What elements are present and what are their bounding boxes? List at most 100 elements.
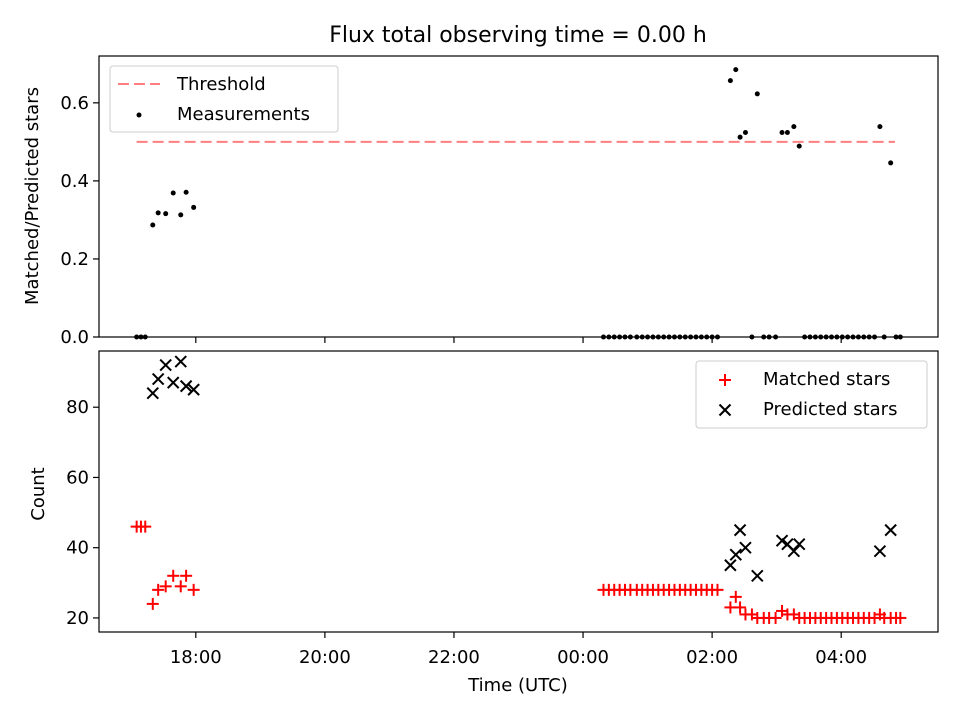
- x-marker-b: [884, 523, 897, 537]
- x-marker-b: [718, 403, 732, 417]
- measurement-point: [733, 67, 739, 73]
- predicted-star-point: [884, 523, 897, 537]
- x-marker-b: [167, 376, 180, 389]
- x-marker-b: [179, 379, 193, 393]
- measurement-point: [791, 124, 797, 130]
- x-marker-b: [787, 545, 801, 558]
- matched-star-point: [167, 569, 180, 582]
- x-tick-label: 20:00: [299, 647, 351, 668]
- y-tick-label: 0.2: [60, 249, 89, 270]
- x-marker-b: [187, 383, 200, 396]
- measurement-point: [779, 129, 785, 135]
- top-legend: Threshold Measurements: [109, 65, 339, 133]
- measurement-point: [727, 78, 733, 84]
- count-points: [130, 355, 907, 624]
- predicted-star-point: [739, 541, 752, 554]
- x-marker-b: [146, 386, 159, 400]
- matched-star-point: [711, 583, 724, 596]
- predicted-star-point: [146, 386, 159, 400]
- measurement-point: [754, 91, 760, 97]
- top-y-axis-label: Matched/Predicted stars: [22, 87, 43, 305]
- top-y-ticks: 0.0 0.2 0.4 0.6: [60, 93, 99, 348]
- bottom-plot-frame: [98, 350, 939, 633]
- chart-title: Flux total observing time = 0.00 h: [329, 23, 707, 48]
- measurement-point: [784, 129, 790, 135]
- y-tick-label: 0.4: [60, 171, 89, 192]
- legend-measurements-swatch: [136, 112, 142, 118]
- x-marker-b: [739, 541, 752, 554]
- measurement-point: [877, 124, 883, 130]
- predicted-star-point: [167, 376, 180, 389]
- x-tick-label: 18:00: [170, 647, 222, 668]
- y-tick-label: 40: [66, 538, 89, 559]
- matched-star-point: [894, 611, 907, 624]
- predicted-star-point: [151, 372, 165, 386]
- predicted-star-point: [733, 523, 747, 537]
- matched-star-point: [734, 601, 747, 614]
- predicted-star-point: [787, 545, 801, 558]
- bottom-x-ticks: 18:00 20:00 22:00 00:00 02:00 04:00: [170, 632, 867, 668]
- bottom-legend-box: [695, 360, 928, 429]
- predicted-star-point: [775, 534, 789, 547]
- x-marker-b: [174, 355, 187, 368]
- predicted-star-point: [873, 545, 887, 558]
- measurement-point: [150, 222, 156, 228]
- top-panel: 0.0 0.2 0.4 0.6 Matched/Predicted stars Thr…: [22, 55, 939, 348]
- predicted-star-point: [751, 569, 764, 583]
- y-tick-label: 0.0: [60, 327, 89, 348]
- y-tick-label: 0.6: [60, 93, 89, 114]
- bottom-y-ticks: 20 40 60 80: [66, 397, 99, 629]
- measurement-point: [191, 204, 197, 210]
- top-legend-box: [109, 65, 339, 133]
- predicted-star-point: [174, 355, 187, 368]
- y-tick-label: 80: [66, 397, 89, 418]
- legend-measurements-label: Measurements: [177, 104, 310, 125]
- measurement-point: [737, 134, 743, 140]
- x-marker-b: [729, 548, 742, 561]
- x-marker-b: [873, 545, 887, 558]
- matched-star-point: [180, 569, 193, 582]
- x-marker-b: [751, 569, 764, 583]
- matched-star-point: [146, 597, 159, 610]
- x-tick-label: 02:00: [686, 647, 738, 668]
- x-tick-label: 00:00: [557, 647, 609, 668]
- y-tick-label: 20: [66, 608, 89, 629]
- predicted-star-point: [724, 559, 737, 572]
- matched-star-point: [769, 611, 782, 624]
- matched-star-point: [187, 583, 200, 596]
- y-tick-label: 60: [66, 467, 89, 488]
- legend-matched-marker: [719, 374, 731, 386]
- predicted-star-point: [793, 537, 806, 551]
- x-marker-b: [781, 537, 794, 551]
- legend-predicted-label: Predicted stars: [763, 399, 897, 420]
- predicted-star-point: [179, 379, 193, 393]
- measurement-point: [155, 210, 161, 216]
- legend-matched-label: Matched stars: [763, 369, 890, 390]
- x-tick-label: 04:00: [815, 647, 867, 668]
- measurement-point: [742, 129, 748, 135]
- matched-star-point: [174, 580, 187, 593]
- measurement-point: [796, 143, 802, 149]
- legend-predicted-swatch: [718, 403, 732, 417]
- legend-matched-swatch: [719, 374, 731, 386]
- measurement-point: [170, 190, 176, 196]
- matched-star-point: [152, 583, 165, 596]
- legend-threshold-label: Threshold: [176, 74, 266, 95]
- matched-star-point: [729, 590, 742, 603]
- measurement-point: [178, 212, 184, 218]
- x-axis-label: Time (UTC): [467, 675, 568, 696]
- legend-predicted-marker: [718, 403, 732, 417]
- matched-star-point: [159, 580, 172, 593]
- measurement-point: [888, 160, 894, 166]
- predicted-star-point: [159, 358, 172, 372]
- bottom-y-axis-label: Count: [28, 467, 49, 520]
- x-marker-b: [151, 372, 165, 386]
- x-marker-b: [159, 358, 172, 372]
- x-tick-label: 22:00: [428, 647, 480, 668]
- predicted-star-point: [729, 548, 742, 561]
- x-marker-b: [724, 559, 737, 572]
- top-plot-frame: [98, 55, 939, 338]
- matched-star-point: [139, 520, 152, 533]
